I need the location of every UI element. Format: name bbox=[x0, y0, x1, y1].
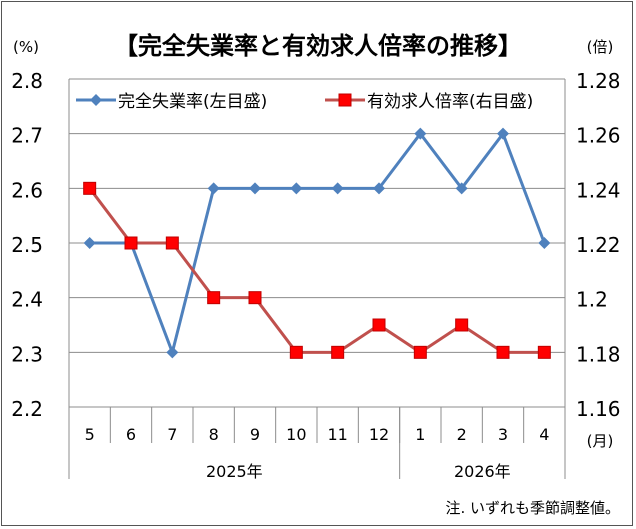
x-tick-label: 7 bbox=[167, 425, 177, 444]
right-tick-label: 1.22 bbox=[576, 233, 621, 257]
x-tick-label: 3 bbox=[498, 425, 508, 444]
left-tick-label: 2.3 bbox=[11, 342, 43, 366]
year-label: 2026年 bbox=[454, 462, 511, 481]
right-tick-label: 1.24 bbox=[576, 178, 621, 202]
data-point bbox=[455, 318, 469, 332]
series-line bbox=[88, 187, 545, 354]
data-point bbox=[538, 237, 551, 249]
x-tick-label: 1 bbox=[415, 425, 425, 444]
data-point bbox=[165, 236, 179, 250]
x-tick-label: 12 bbox=[369, 425, 389, 444]
x-tick-label: 9 bbox=[250, 425, 260, 444]
legend-marker bbox=[338, 93, 352, 107]
x-tick-label: 11 bbox=[327, 425, 347, 444]
month-unit: (月) bbox=[587, 432, 614, 450]
data-point bbox=[166, 346, 179, 359]
right-tick-label: 1.2 bbox=[576, 288, 608, 312]
data-point bbox=[331, 182, 344, 195]
data-point bbox=[249, 182, 261, 195]
x-tick-label: 4 bbox=[539, 425, 549, 444]
left-tick-label: 2.7 bbox=[11, 124, 43, 148]
data-point bbox=[290, 182, 303, 195]
legend-label: 完全失業率(左目盛) bbox=[118, 92, 267, 112]
right-tick-label: 1.26 bbox=[576, 124, 621, 148]
left-axis-unit: (%) bbox=[13, 38, 39, 56]
x-tick-label: 6 bbox=[126, 425, 136, 444]
footnote: 注. いずれも季節調整値。 bbox=[445, 499, 620, 517]
data-point bbox=[83, 181, 97, 195]
left-tick-label: 2.4 bbox=[11, 288, 43, 312]
data-point bbox=[372, 318, 386, 332]
data-point bbox=[331, 345, 345, 359]
data-point bbox=[373, 182, 385, 195]
data-point bbox=[496, 345, 510, 359]
data-point bbox=[124, 236, 138, 250]
right-axis-unit: (倍) bbox=[587, 38, 614, 56]
data-point bbox=[414, 127, 427, 140]
left-tick-label: 2.5 bbox=[11, 233, 43, 257]
data-point bbox=[497, 127, 509, 140]
chart-title: 【完全失業率と有効求人倍率の推移】 bbox=[114, 32, 522, 60]
data-point bbox=[83, 237, 96, 249]
x-tick-label: 10 bbox=[286, 425, 306, 444]
series-line bbox=[89, 132, 546, 354]
x-tick-label: 8 bbox=[209, 425, 219, 444]
left-tick-label: 2.8 bbox=[11, 69, 43, 93]
left-tick-label: 2.2 bbox=[11, 397, 43, 421]
data-point bbox=[207, 291, 221, 305]
x-tick-label: 5 bbox=[85, 425, 95, 444]
data-point bbox=[455, 182, 468, 195]
data-point bbox=[248, 291, 262, 305]
legend-label: 有効求人倍率(右目盛) bbox=[367, 92, 533, 112]
data-point bbox=[207, 182, 220, 195]
legend-marker bbox=[90, 94, 102, 106]
left-tick-label: 2.6 bbox=[11, 178, 43, 202]
data-point bbox=[413, 345, 427, 359]
year-label: 2025年 bbox=[206, 462, 263, 481]
right-tick-label: 1.28 bbox=[576, 69, 621, 93]
right-tick-label: 1.18 bbox=[576, 342, 621, 366]
data-point bbox=[537, 345, 551, 359]
x-tick-label: 2 bbox=[457, 425, 467, 444]
right-tick-label: 1.16 bbox=[576, 397, 621, 421]
data-point bbox=[289, 345, 303, 359]
